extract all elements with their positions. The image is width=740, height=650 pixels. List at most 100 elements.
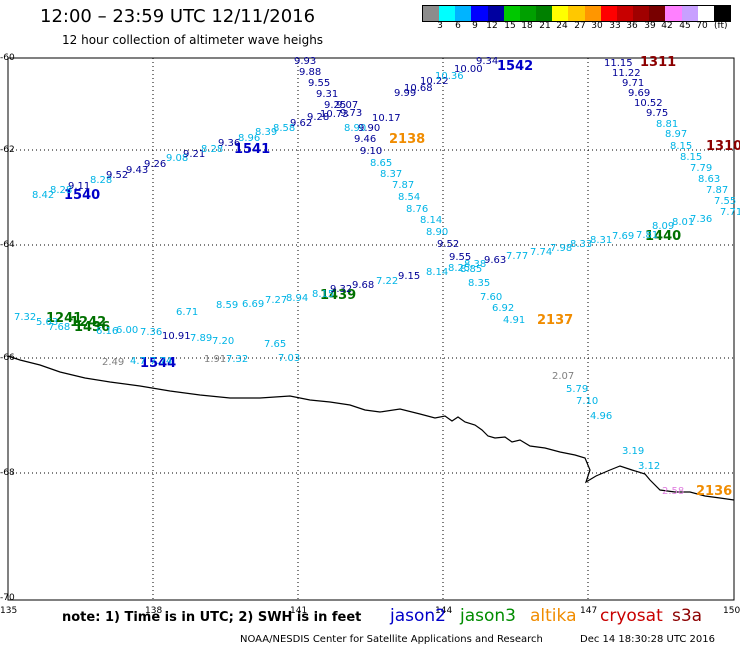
wave-height-value: 7.74 (530, 247, 552, 258)
color-swatch (616, 6, 634, 21)
wave-height-value: 9.36 (218, 138, 240, 149)
color-tick-label: 24 (556, 21, 568, 31)
wave-height-value: 6.00 (116, 325, 138, 336)
wave-height-value: 4.91 (503, 315, 525, 326)
wave-height-value: 9.55 (449, 252, 471, 263)
pass-label-1436: 1436 (74, 320, 110, 335)
color-swatch (552, 6, 569, 21)
color-tick-label: 12 (486, 21, 498, 31)
pass-label-1310: 1310 (706, 139, 740, 154)
color-swatch (584, 6, 601, 21)
wave-height-value: 9.88 (299, 67, 321, 78)
wave-height-value: 7.69 (612, 231, 634, 242)
color-swatch (665, 6, 682, 21)
wave-height-value: 7.74 (150, 356, 172, 367)
color-swatch (649, 6, 666, 21)
wave-height-value: 2.58 (662, 486, 684, 497)
wave-height-value: 2.07 (552, 371, 574, 382)
longitude-label: 135 (0, 606, 17, 616)
color-tick-label: 27 (574, 21, 586, 31)
color-swatch (633, 6, 650, 21)
wave-height-value: 7.32 (226, 354, 248, 365)
wave-height-value: 7.81 (636, 230, 658, 241)
wave-height-value: 10.68 (404, 83, 433, 94)
wave-height-value: 7.10 (576, 396, 598, 407)
wave-height-value: 10.36 (435, 71, 464, 82)
pass-label-1541: 1541 (234, 142, 270, 157)
wave-height-value: 9.10 (360, 146, 382, 157)
color-tick-label: 70 (696, 21, 708, 31)
wave-height-value: 9.93 (294, 56, 316, 67)
color-swatch (503, 6, 520, 21)
wave-height-value: 10.73 (320, 109, 349, 120)
latitude-label: -64 (0, 240, 15, 250)
wave-height-value: 9.71 (622, 78, 644, 89)
wave-height-value: 9.21 (183, 149, 205, 160)
longitude-label: 138 (145, 606, 162, 616)
wave-height-value: 8.28 (201, 144, 223, 155)
wave-height-value: 6.69 (242, 299, 264, 310)
wave-height-value: 9.08 (166, 153, 188, 164)
wave-height-value: 6.71 (176, 307, 198, 318)
wave-height-value: 8.81 (656, 119, 678, 130)
wave-height-value: 7.71 (720, 207, 740, 218)
pass-label-1439: 1439 (320, 288, 356, 303)
color-scale-unit: (ft) (714, 21, 728, 31)
wave-height-value: 8.63 (698, 174, 720, 185)
wave-height-value: 6.16 (96, 326, 118, 337)
wave-height-value: 7.79 (690, 163, 712, 174)
color-tick-label: 39 (644, 21, 656, 31)
longitude-label: 141 (290, 606, 307, 616)
wave-height-value: 9.63 (484, 255, 506, 266)
chart-subtitle: 12 hour collection of altimeter wave hei… (62, 33, 324, 47)
wave-height-value: 8.96 (238, 133, 260, 144)
wave-height-value: 8.90 (426, 227, 448, 238)
color-swatch (600, 6, 617, 21)
color-swatch (423, 6, 440, 21)
wave-height-value: 7.98 (550, 243, 572, 254)
wave-height-value: 5.79 (566, 384, 588, 395)
wave-height-value: 7.22 (376, 276, 398, 287)
wave-height-value: 7.27 (265, 295, 287, 306)
color-tick-label: 36 (626, 21, 638, 31)
coastline (7, 355, 735, 501)
wave-height-value: 10.52 (634, 98, 663, 109)
wave-height-value: 9.62 (290, 118, 312, 129)
color-swatch (519, 6, 537, 21)
legend-jason2: jason2 (390, 606, 446, 626)
wave-height-value: 7.55 (714, 196, 736, 207)
wave-height-value: 8.58 (273, 123, 295, 134)
color-swatch (568, 6, 585, 21)
wave-height-value: 10.91 (162, 331, 191, 342)
wave-height-value: 8.97 (665, 129, 687, 140)
wave-height-value: 9.32 (330, 284, 352, 295)
wave-height-value: 2.49 (102, 357, 124, 368)
pass-label-2137: 2137 (537, 313, 573, 328)
wave-height-value: 4.96 (590, 411, 612, 422)
color-tick-label: 9 (472, 21, 478, 31)
color-swatch (439, 6, 456, 21)
wave-height-value: 7.32 (14, 312, 36, 323)
wave-height-value: 9.43 (126, 165, 148, 176)
wave-height-value: 7.87 (706, 185, 728, 196)
pass-label-1241: 1241 (46, 311, 82, 326)
wave-height-value: 9.99 (394, 88, 416, 99)
color-scale-ticks: 3 6 9 12 15 18 21 24 27 30 33 36 39 42 45 70 (422, 21, 731, 33)
color-swatch (713, 6, 730, 21)
wave-height-value: 8.42 (32, 190, 54, 201)
pass-label-1311: 1311 (640, 55, 676, 70)
latitude-label: -62 (0, 145, 15, 155)
wave-height-value: 9.26 (144, 159, 166, 170)
wave-height-value: 8.14 (426, 267, 448, 278)
wave-height-value: 8.59 (216, 300, 238, 311)
wave-height-value: 9.52 (437, 239, 459, 250)
wave-height-value: 11.15 (604, 58, 633, 69)
wave-height-value: 10.22 (420, 76, 449, 87)
wave-height-value: 8.90 (344, 123, 366, 134)
wave-height-value: 3.19 (622, 446, 644, 457)
wave-height-value: 8.31 (590, 235, 612, 246)
wave-height-value: 4.7 (130, 356, 146, 367)
wave-height-value: 7.87 (392, 180, 414, 191)
wave-height-value: 9.68 (352, 280, 374, 291)
